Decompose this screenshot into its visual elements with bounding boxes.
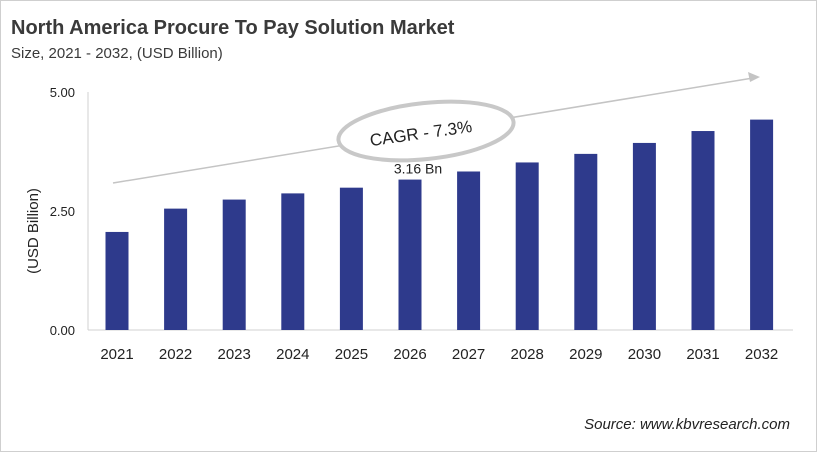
x-tick-label: 2021 (100, 346, 133, 363)
bar-2032 (750, 119, 774, 330)
x-tick-label: 2027 (452, 346, 485, 363)
x-tick-label: 2031 (686, 346, 719, 363)
bar-2025 (339, 187, 363, 330)
bar-2022 (164, 208, 188, 330)
x-tick-label: 2030 (628, 346, 661, 363)
y-tick-label: 5.00 (50, 85, 75, 100)
x-tick-label: 2026 (393, 346, 426, 363)
x-tick-label: 2024 (276, 346, 309, 363)
source-note: Source: www.kbvresearch.com (584, 416, 790, 433)
x-tick-label: 2029 (569, 346, 602, 363)
bar-2028 (515, 162, 539, 330)
y-axis-label: (USD Billion) (25, 188, 42, 274)
x-tick-label: 2023 (218, 346, 251, 363)
bar-2029 (574, 153, 598, 330)
bar-2027 (457, 171, 481, 330)
data-label-2026: 3.16 Bn (394, 161, 442, 177)
bar-2023 (222, 199, 246, 330)
bar-2024 (281, 193, 305, 330)
bar-2021 (105, 231, 129, 330)
y-tick-label: 0.00 (50, 323, 75, 338)
bar-2026 (398, 179, 422, 330)
cagr-ellipse (336, 99, 516, 163)
chart-subtitle: Size, 2021 - 2032, (USD Billion) (11, 45, 223, 62)
x-tick-label: 2028 (511, 346, 544, 363)
x-tick-label: 2032 (745, 346, 778, 363)
chart-title: North America Procure To Pay Solution Ma… (11, 17, 455, 39)
bar-2030 (632, 142, 656, 330)
x-tick-label: 2025 (335, 346, 368, 363)
x-tick-label: 2022 (159, 346, 192, 363)
trend-arrow-head (748, 72, 760, 82)
bar-2031 (691, 131, 715, 330)
y-tick-label: 2.50 (50, 204, 75, 219)
